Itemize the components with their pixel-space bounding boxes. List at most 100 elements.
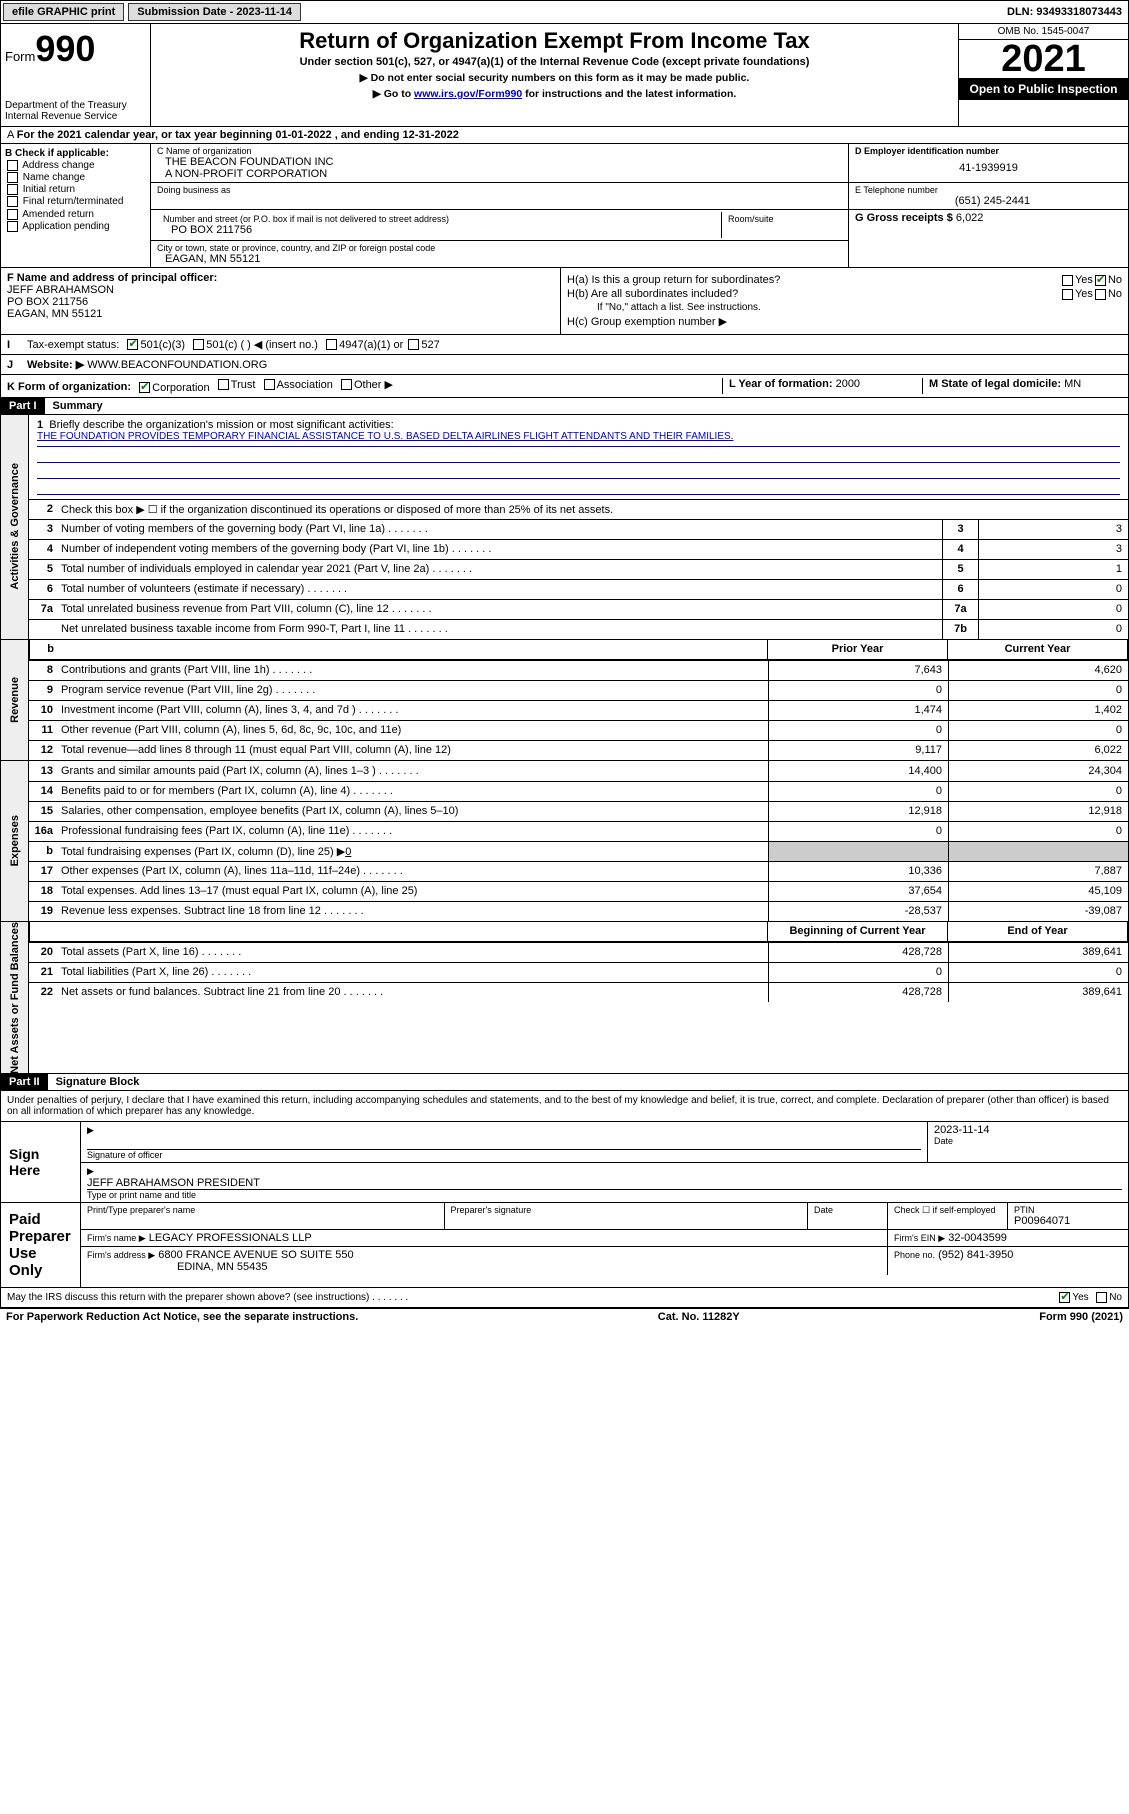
line12: Total revenue—add lines 8 through 11 (mu… <box>57 742 768 758</box>
Hb-yes[interactable]: Yes <box>1060 288 1093 300</box>
line13-prior: 14,400 <box>768 761 948 781</box>
irs-link[interactable]: www.irs.gov/Form990 <box>414 88 522 100</box>
year-formation-label: L Year of formation: <box>729 378 833 390</box>
officer-name-label: Type or print name and title <box>87 1190 1122 1200</box>
line9-prior: 0 <box>768 681 948 700</box>
Ha-label: H(a) Is this a group return for subordin… <box>567 274 1060 286</box>
line1-label: Briefly describe the organization's miss… <box>49 419 393 431</box>
line21: Total liabilities (Part X, line 26) <box>57 964 768 980</box>
part2-header: Part II Signature Block <box>0 1074 1129 1091</box>
page-footer: For Paperwork Reduction Act Notice, see … <box>0 1308 1129 1325</box>
prep-sig-label: Preparer's signature <box>451 1205 802 1215</box>
chk-assoc[interactable]: Association <box>262 379 333 391</box>
paid-preparer-block: Paid Preparer Use Only Print/Type prepar… <box>0 1203 1129 1288</box>
line11-prior: 0 <box>768 721 948 740</box>
line15-prior: 12,918 <box>768 802 948 821</box>
form-number: Form990 <box>5 28 146 70</box>
mission-text: THE FOUNDATION PROVIDES TEMPORARY FINANC… <box>37 431 1120 447</box>
line8-curr: 4,620 <box>948 661 1128 680</box>
org-name: THE BEACON FOUNDATION INC A NON-PROFIT C… <box>157 156 842 180</box>
line15: Salaries, other compensation, employee b… <box>57 803 768 819</box>
section-revenue: Revenue bPrior YearCurrent Year 8Contrib… <box>0 640 1129 761</box>
line16b-curr <box>948 842 1128 861</box>
chk-527[interactable]: 527 <box>406 339 439 351</box>
form-of-org-label: K Form of organization: <box>7 381 131 393</box>
line16b: Total fundraising expenses (Part IX, col… <box>57 843 768 860</box>
submission-date-button[interactable]: Submission Date - 2023-11-14 <box>128 3 301 21</box>
city-label: City or town, state or province, country… <box>157 243 842 253</box>
line16a-curr: 0 <box>948 822 1128 841</box>
year-formation-value: 2000 <box>836 378 860 390</box>
line6: Total number of volunteers (estimate if … <box>57 581 942 597</box>
paid-preparer-label: Paid Preparer Use Only <box>1 1203 81 1287</box>
firm-phone-label: Phone no. <box>894 1250 935 1260</box>
ptin-value: P00964071 <box>1014 1215 1122 1227</box>
chk-application-pending[interactable]: Application pending <box>5 221 146 232</box>
section-H: H(a) Is this a group return for subordin… <box>561 268 1128 334</box>
discuss-no[interactable]: No <box>1094 1292 1122 1303</box>
goto-note: ▶ Go to www.irs.gov/Form990 for instruct… <box>155 88 954 100</box>
mission-blank <box>37 447 1120 463</box>
line15-curr: 12,918 <box>948 802 1128 821</box>
chk-trust[interactable]: Trust <box>216 379 256 391</box>
Hc-label: H(c) Group exemption number ▶ <box>567 315 1122 328</box>
row-KLM: K Form of organization: Corporation Trus… <box>0 375 1129 398</box>
line18-prior: 37,654 <box>768 882 948 901</box>
sign-here-block: Sign Here Signature of officer 2023-11-1… <box>0 1122 1129 1203</box>
tab-revenue: Revenue <box>9 677 21 723</box>
chk-4947[interactable]: 4947(a)(1) or <box>324 339 403 351</box>
form-footer: Form 990 (2021) <box>1039 1311 1123 1323</box>
line19: Revenue less expenses. Subtract line 18 … <box>57 903 768 919</box>
row-FH: F Name and address of principal officer:… <box>0 268 1129 335</box>
chk-name-change[interactable]: Name change <box>5 172 146 183</box>
line17-prior: 10,336 <box>768 862 948 881</box>
chk-501c3[interactable]: 501(c)(3) <box>125 339 185 351</box>
line21-boy: 0 <box>768 963 948 982</box>
line2: Check this box ▶ ☐ if the organization d… <box>57 501 1128 518</box>
ssn-note: ▶ Do not enter social security numbers o… <box>155 72 954 84</box>
line11: Other revenue (Part VIII, column (A), li… <box>57 722 768 738</box>
line10: Investment income (Part VIII, column (A)… <box>57 702 768 718</box>
discuss-label: May the IRS discuss this return with the… <box>7 1292 1057 1303</box>
firm-city: EDINA, MN 55435 <box>87 1261 267 1273</box>
discuss-row: May the IRS discuss this return with the… <box>0 1288 1129 1308</box>
prep-name-label: Print/Type preparer's name <box>87 1205 438 1215</box>
phone-value: (651) 245-2441 <box>855 195 1122 207</box>
form-subtitle: Under section 501(c), 527, or 4947(a)(1)… <box>155 56 954 68</box>
line8: Contributions and grants (Part VIII, lin… <box>57 662 768 678</box>
line22-eoy: 389,641 <box>948 983 1128 1002</box>
efile-print-button[interactable]: efile GRAPHIC print <box>3 3 124 21</box>
line13: Grants and similar amounts paid (Part IX… <box>57 763 768 779</box>
chk-final-return[interactable]: Final return/terminated <box>5 196 146 207</box>
chk-address-change[interactable]: Address change <box>5 160 146 171</box>
prior-year-header: Prior Year <box>767 640 947 659</box>
line10-curr: 1,402 <box>948 701 1128 720</box>
line8-prior: 7,643 <box>768 661 948 680</box>
gross-receipts-value: 6,022 <box>956 212 984 224</box>
line3-val: 3 <box>978 520 1128 539</box>
Hb-no[interactable]: No <box>1093 288 1122 300</box>
line7b-val: 0 <box>978 620 1128 639</box>
ein-label: D Employer identification number <box>855 146 1122 156</box>
discuss-yes[interactable]: Yes <box>1057 1292 1088 1303</box>
street-address: PO BOX 211756 <box>163 224 715 236</box>
top-bar: efile GRAPHIC print Submission Date - 20… <box>0 0 1129 24</box>
chk-initial-return[interactable]: Initial return <box>5 184 146 195</box>
org-name-label: C Name of organization <box>157 146 842 156</box>
b-label: B Check if applicable: <box>5 148 109 159</box>
chk-amended-return[interactable]: Amended return <box>5 209 146 220</box>
cat-no: Cat. No. 11282Y <box>658 1311 740 1323</box>
self-emp-label[interactable]: Check ☐ if self-employed <box>894 1205 1001 1216</box>
chk-501c[interactable]: 501(c) ( ) ◀ (insert no.) <box>191 338 318 351</box>
line19-curr: -39,087 <box>948 902 1128 921</box>
tab-governance: Activities & Governance <box>9 463 21 590</box>
chk-other[interactable]: Other ▶ <box>339 378 393 391</box>
line4-val: 3 <box>978 540 1128 559</box>
line20-boy: 428,728 <box>768 943 948 962</box>
chk-corp[interactable]: Corporation <box>137 382 209 394</box>
Ha-yes[interactable]: Yes <box>1060 274 1093 286</box>
line-A: A For the 2021 calendar year, or tax yea… <box>0 127 1129 144</box>
line18: Total expenses. Add lines 13–17 (must eq… <box>57 883 768 899</box>
Ha-no[interactable]: No <box>1093 274 1122 286</box>
line3: Number of voting members of the governin… <box>57 521 942 537</box>
